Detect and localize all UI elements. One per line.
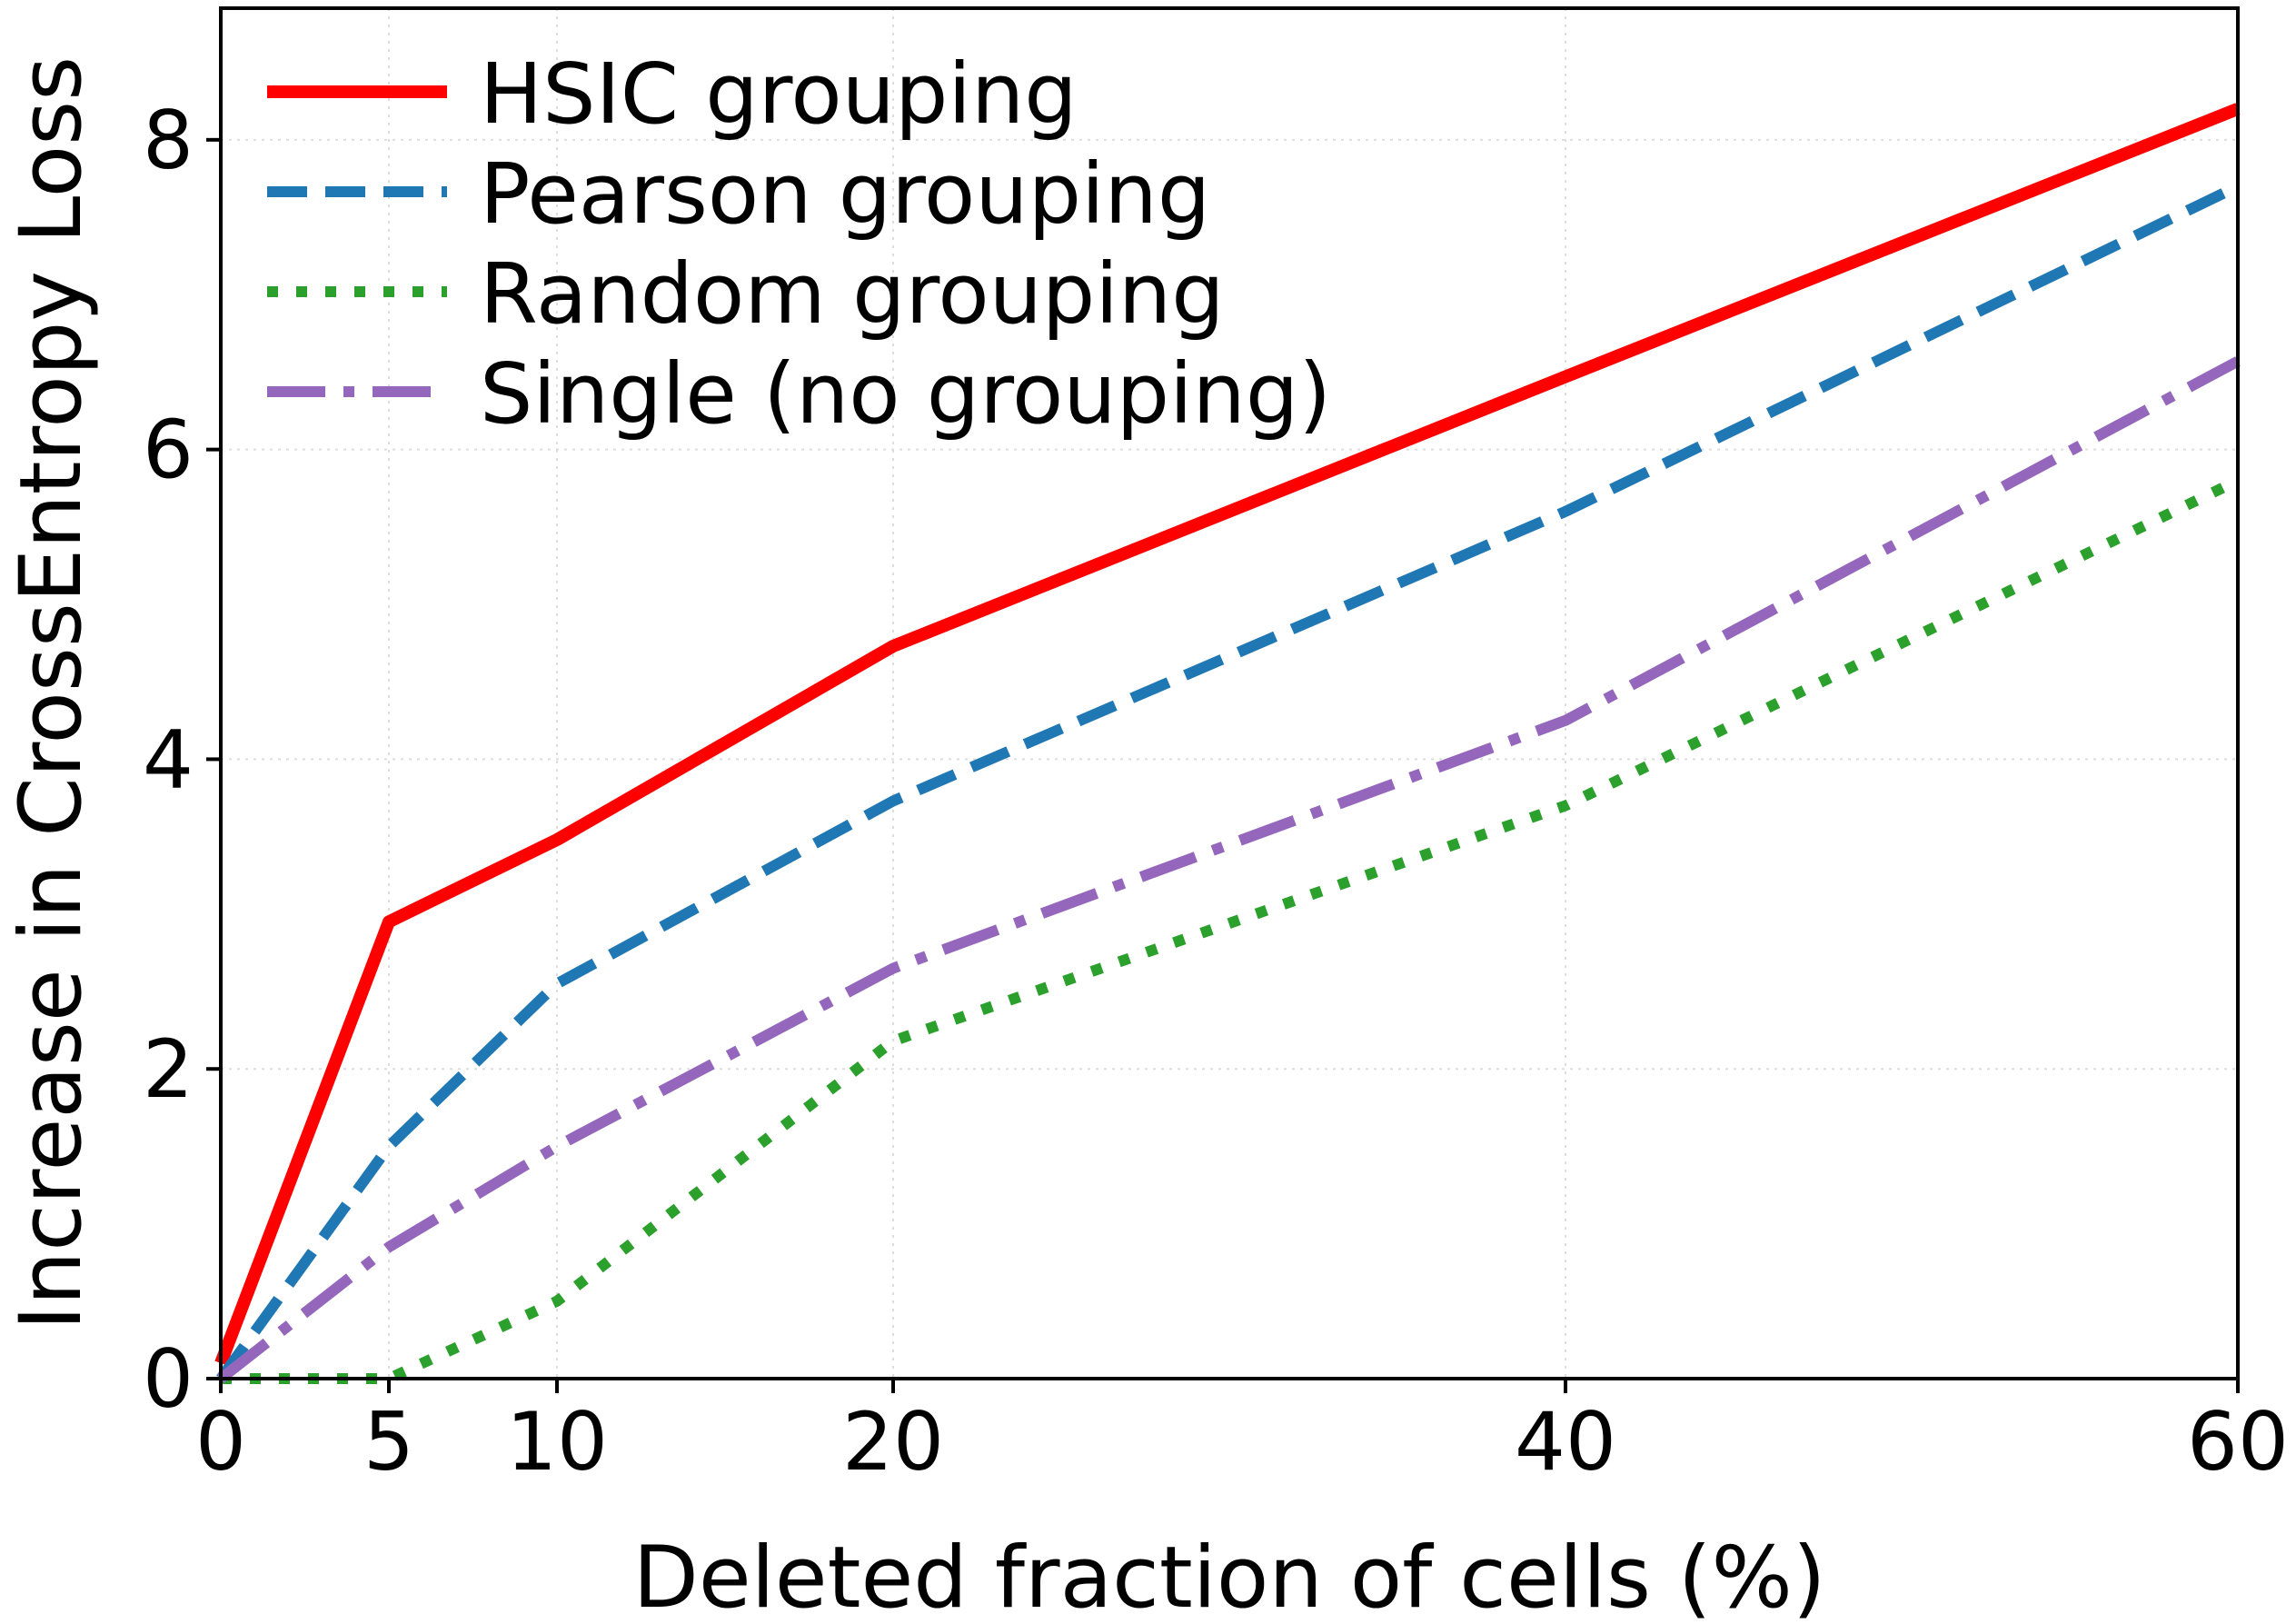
x-axis-label: Deleted fraction of cells (%) <box>632 1529 1825 1624</box>
x-tick-label: 10 <box>506 1395 608 1489</box>
y-tick-label: 2 <box>143 1022 194 1116</box>
y-tick-label: 0 <box>143 1332 194 1426</box>
y-tick-label: 8 <box>143 94 194 187</box>
y-tick-label: 4 <box>143 712 194 806</box>
plot-frame <box>219 6 2240 1380</box>
legend-label: Single (no grouping) <box>480 345 1331 443</box>
legend-label: Pearson grouping <box>480 145 1210 243</box>
series-lines <box>214 103 2241 1384</box>
series-line <box>214 103 2241 1366</box>
series-line <box>217 356 2241 1383</box>
series-line <box>216 181 2241 1382</box>
legend-label: Random grouping <box>480 245 1225 343</box>
axis-ticks: 0 5 10 20 40 60 0 2 4 6 8 <box>143 94 2289 1489</box>
x-tick-label: 5 <box>363 1395 414 1489</box>
x-tick-label: 40 <box>1515 1395 1616 1489</box>
x-tick-label: 60 <box>2187 1395 2289 1489</box>
x-tick-label: 20 <box>842 1395 944 1489</box>
y-axis-label: Increase in CrossEntropy Loss <box>2 56 101 1330</box>
x-tick-label: 0 <box>195 1395 246 1489</box>
y-tick-label: 6 <box>143 404 194 497</box>
legend-label: HSIC grouping <box>480 45 1078 143</box>
